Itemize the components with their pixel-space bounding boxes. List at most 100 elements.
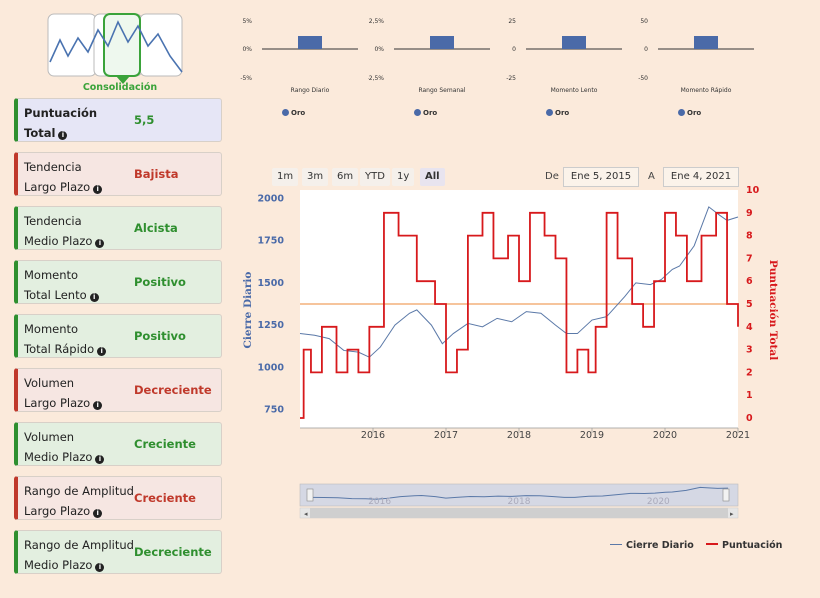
mini-chart: 50 0 -50 Momento Rápido Oro <box>632 10 756 120</box>
scroll-right-icon: ▸ <box>730 510 734 518</box>
navigator-tick-label: 2018 <box>508 497 531 507</box>
y-right-tick-label: 7 <box>746 253 753 264</box>
metric-value: Creciente <box>134 437 196 451</box>
y-left-tick-label: 750 <box>264 405 284 416</box>
mini-tick-label: 25 <box>508 18 516 25</box>
metric-label: Tendencia Medio Plazo i <box>24 211 105 251</box>
metric-value: Alcista <box>134 221 178 235</box>
mini-legend[interactable]: Oro <box>414 109 437 117</box>
date-from-label: De <box>545 171 559 182</box>
mini-tick-label: -50 <box>638 75 648 82</box>
y-right-tick-label: 10 <box>746 185 760 196</box>
mini-tick-label: -5% <box>240 75 252 82</box>
mini-tick-label: 2,5% <box>369 18 385 25</box>
x-tick-label: 2019 <box>580 430 604 441</box>
mini-chart: 5% 0% -5% Rango Diario Oro <box>236 10 360 120</box>
metric-card: Tendencia Largo Plazo i Bajista <box>14 152 222 196</box>
y-right-tick-label: 2 <box>746 367 753 378</box>
mini-bar <box>298 36 322 49</box>
y-left-tick-label: 1750 <box>258 236 285 247</box>
date-to-input[interactable]: Ene 4, 2021 <box>663 167 739 187</box>
navigator-scrollbar <box>299 507 739 519</box>
y-right-tick-label: 0 <box>746 413 753 424</box>
range-button[interactable]: 3m <box>302 168 329 186</box>
info-icon[interactable]: i <box>95 455 105 464</box>
mini-chart: 2,5% 0% -2,5% Rango Semanal Oro <box>368 10 492 120</box>
navigator-tick-label: 2020 <box>647 497 670 507</box>
y-right-tick-label: 1 <box>746 390 753 401</box>
info-icon[interactable]: i <box>97 347 107 356</box>
mini-legend[interactable]: Oro <box>282 109 305 117</box>
navigator-handle-right <box>722 488 730 502</box>
y-right-axis-title: Puntuación Total <box>767 260 779 360</box>
info-icon[interactable]: i <box>58 131 68 140</box>
mini-bar <box>562 36 586 49</box>
range-button[interactable]: 1m <box>272 168 299 186</box>
info-icon[interactable]: i <box>95 239 105 248</box>
y-right-tick-label: 8 <box>746 231 753 242</box>
y-left-tick-label: 1500 <box>258 278 285 289</box>
mini-legend[interactable]: Oro <box>678 109 701 117</box>
range-button[interactable]: YTD <box>360 168 390 186</box>
series-line-cierre-diario <box>299 206 739 358</box>
metric-label: Momento Total Rápido i <box>24 319 107 359</box>
mini-tick-label: 0 <box>512 46 516 53</box>
metric-label: Rango de Amplitud Largo Plazo i <box>24 484 134 518</box>
metric-label: Momento Total Lento i <box>24 265 99 305</box>
range-button[interactable]: 1y <box>392 168 415 186</box>
info-icon[interactable]: i <box>93 401 103 410</box>
x-tick-label: 2017 <box>434 430 458 441</box>
metric-label: Tendencia Largo Plazo i <box>24 157 103 197</box>
mini-tick-label: 0% <box>374 46 384 53</box>
mini-tick-label: 50 <box>640 18 648 25</box>
x-tick-label: 2016 <box>361 430 385 441</box>
metric-value: Decreciente <box>134 383 212 397</box>
mini-bar <box>694 36 718 49</box>
metric-label: Puntuación Total i <box>24 106 98 140</box>
info-icon[interactable]: i <box>93 185 103 194</box>
mini-chart-title: Rango Diario <box>291 87 330 94</box>
mini-chart-title: Momento Lento <box>551 87 598 94</box>
range-button[interactable]: All <box>420 168 445 186</box>
navigator <box>299 483 739 507</box>
metric-value: Positivo <box>134 275 186 289</box>
info-icon[interactable]: i <box>89 293 99 302</box>
metric-card: Puntuación Total i 5,5 <box>14 98 222 142</box>
y-right-tick-label: 6 <box>746 276 753 287</box>
info-icon[interactable]: i <box>95 563 105 572</box>
metric-card: Volumen Medio Plazo i Creciente <box>14 422 222 466</box>
legend-cierre-diario[interactable]: Cierre Diario <box>610 540 694 551</box>
plot-area <box>300 190 738 428</box>
mini-tick-label: -2,5% <box>368 75 384 82</box>
navigator-handle-left <box>306 488 314 502</box>
metric-label: Volumen Medio Plazo i <box>24 427 105 467</box>
metric-card: Rango de Amplitud Largo Plazo i Creciente <box>14 476 222 520</box>
series-line-puntuacion <box>300 211 739 419</box>
mini-tick-label: 5% <box>242 18 252 25</box>
legend-dot-icon <box>282 109 289 116</box>
date-from-input[interactable]: Ene 5, 2015 <box>563 167 639 187</box>
metric-value: Creciente <box>134 491 196 505</box>
info-icon[interactable]: i <box>93 509 103 518</box>
mini-tick-label: 0 <box>644 46 648 53</box>
legend-dot-icon <box>678 109 685 116</box>
y-right-tick-label: 5 <box>746 299 753 310</box>
scroll-left-icon: ◂ <box>304 510 308 518</box>
metric-value: 5,5 <box>134 113 155 127</box>
metric-card: Volumen Largo Plazo i Decreciente <box>14 368 222 412</box>
y-left-axis-title: Cierre Diario <box>242 272 254 349</box>
metric-value: Positivo <box>134 329 186 343</box>
legend-puntuacion[interactable]: Puntuación <box>706 540 782 551</box>
range-button[interactable]: 6m <box>332 168 359 186</box>
metric-label: Rango de Amplitud Medio Plazo i <box>24 538 134 572</box>
mini-legend[interactable]: Oro <box>546 109 569 117</box>
metric-card: Rango de Amplitud Medio Plazo i Decreciente <box>14 530 222 574</box>
mini-bar <box>430 36 454 49</box>
mini-tick-label: 0% <box>242 46 252 53</box>
navigator-series <box>309 486 729 500</box>
y-left-tick-label: 1000 <box>258 362 285 373</box>
mini-chart: 25 0 -25 Momento Lento Oro <box>500 10 624 120</box>
mini-chart-title: Momento Rápido <box>681 87 732 94</box>
date-to-label: A <box>648 171 655 182</box>
metric-card: Momento Total Rápido i Positivo <box>14 314 222 358</box>
